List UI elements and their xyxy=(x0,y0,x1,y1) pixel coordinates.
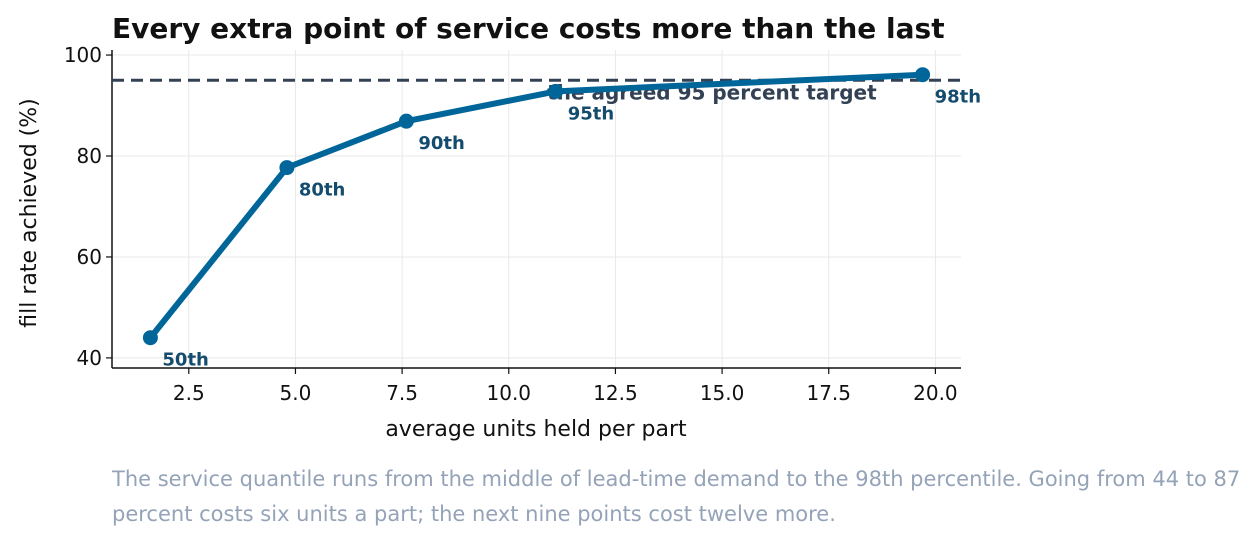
x-tick-label: 20.0 xyxy=(913,381,958,405)
data-point-label: 80th xyxy=(299,180,345,201)
tick-labels: 2.5 5.0 7.5 10.0 12.5 15.0 17.5 20.0 40 60 80 100 xyxy=(64,43,958,405)
chart-caption: The service quantile runs from the middl… xyxy=(112,467,1241,526)
data-point-label: 98th xyxy=(935,87,981,108)
data-point-label: 90th xyxy=(418,133,464,154)
x-tick-label: 17.5 xyxy=(806,381,851,405)
data-point-label: 95th xyxy=(568,103,614,124)
data-point xyxy=(398,113,414,129)
y-tick-label: 40 xyxy=(77,346,102,370)
y-tick-label: 80 xyxy=(77,144,102,168)
x-tick-label: 12.5 xyxy=(593,381,638,405)
x-tick-label: 15.0 xyxy=(700,381,745,405)
axes xyxy=(106,50,961,374)
x-tick-label: 5.0 xyxy=(280,381,312,405)
y-tick-label: 100 xyxy=(64,43,102,67)
x-tick-label: 10.0 xyxy=(487,381,532,405)
gridlines xyxy=(112,50,961,368)
y-axis-label: fill rate achieved (%) xyxy=(17,98,42,328)
x-axis-label: average units held per part xyxy=(385,417,687,442)
x-tick-label: 2.5 xyxy=(173,381,205,405)
series-group: 50th 80th 90th 95th 98th xyxy=(142,67,981,371)
x-tick-label: 7.5 xyxy=(386,381,418,405)
line-chart: Every extra point of service costs more … xyxy=(17,12,981,442)
series-line xyxy=(147,71,926,341)
chart-title: Every extra point of service costs more … xyxy=(112,12,945,45)
data-point xyxy=(142,330,158,346)
data-point xyxy=(548,83,564,99)
y-tick-label: 60 xyxy=(77,245,102,269)
data-point xyxy=(279,160,295,176)
data-point xyxy=(915,67,931,83)
data-point-label: 50th xyxy=(162,350,208,371)
